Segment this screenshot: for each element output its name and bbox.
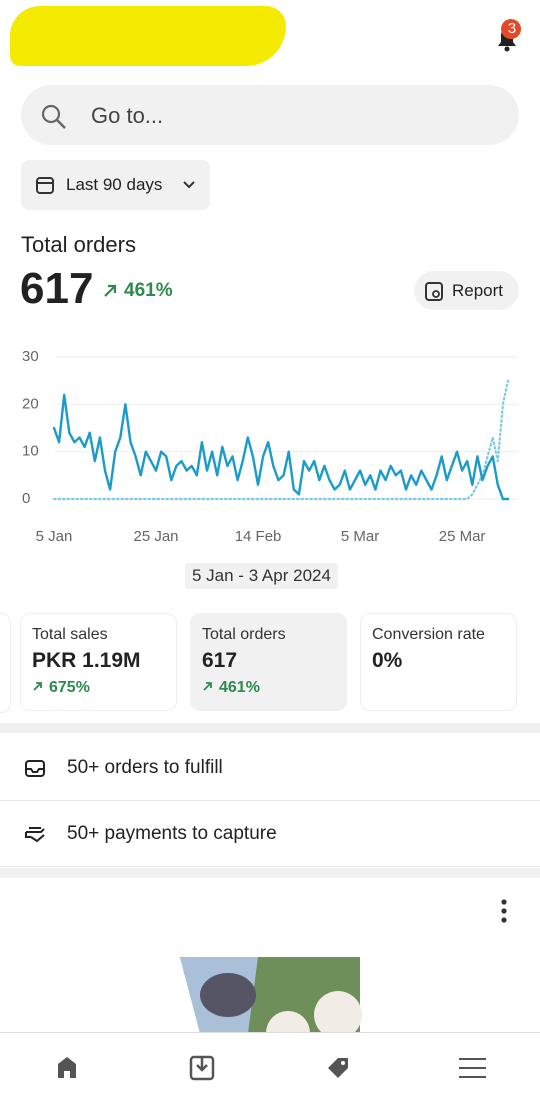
up-arrow [33, 682, 42, 691]
y-tick-label: 10 [22, 443, 39, 460]
chart: 0 10 20 30 5 Jan 25 Jan 14 Feb 5 Mar 25 Mar [22, 348, 518, 545]
divider [0, 723, 540, 733]
stat-label: Conversion rate [372, 626, 485, 643]
x-tick-label: 5 Jan [36, 528, 73, 545]
search-bar[interactable] [21, 85, 519, 145]
bottom-nav [0, 1032, 540, 1098]
redaction [10, 6, 286, 66]
series-line [52, 393, 510, 501]
summary-value: 617 [20, 264, 94, 313]
date-button-label: Last 90 days [66, 175, 163, 194]
up-arrow [203, 682, 212, 691]
menu-dots[interactable] [496, 898, 512, 926]
date-range: 5 Jan - 3 Apr 2024 [185, 563, 338, 589]
badge: 3 [507, 20, 517, 37]
task-row[interactable]: 50+ payments to capture [0, 801, 540, 867]
stat-change: 675% [32, 679, 165, 697]
summary-change: 461% [124, 280, 173, 301]
stat-value: 0% [372, 649, 403, 672]
task-icon [25, 826, 45, 842]
stat-value: 617 [202, 649, 238, 672]
calendar-icon [36, 177, 54, 194]
task-label: 50+ orders to fulfill [67, 756, 223, 778]
y-tick-label: 30 [22, 348, 39, 365]
x-tick-label: 5 Mar [341, 528, 379, 545]
card-edge [0, 613, 11, 713]
summary-title: Total orders [21, 232, 136, 257]
chevron [183, 181, 195, 189]
y-tick-label: 0 [22, 490, 30, 507]
search-placeholder: Go to... [91, 103, 164, 128]
stat-change-text: 675% [49, 679, 90, 696]
x-tick-label: 25 Mar [439, 528, 486, 545]
stat-card: Total orders 617 461% [190, 613, 347, 711]
nav-icons[interactable] [0, 1050, 540, 1090]
stat-change-text: 461% [219, 679, 260, 696]
y-tick-label: 20 [22, 395, 39, 412]
x-tick-label: 25 Jan [133, 528, 178, 545]
task-icon [25, 759, 45, 777]
promo-image [180, 957, 362, 1033]
search-icon [41, 104, 66, 129]
report-icon [425, 282, 443, 301]
report-button[interactable] [414, 271, 519, 310]
bell[interactable] [490, 18, 530, 54]
stat-value: PKR 1.19M [32, 649, 141, 672]
stat-label: Total sales [32, 626, 108, 643]
series-line [52, 379, 510, 501]
report-label: Report [452, 281, 504, 300]
stat-change: 461% [202, 679, 335, 697]
stat-label: Total orders [202, 626, 286, 643]
x-tick-label: 14 Feb [235, 528, 282, 545]
divider [0, 868, 540, 878]
stat-card: Total sales PKR 1.19M 675% [20, 613, 177, 711]
up-arrow [104, 284, 117, 297]
task-row[interactable]: 50+ orders to fulfill [0, 735, 540, 801]
stat-card: Conversion rate 0% [360, 613, 517, 711]
task-label: 50+ payments to capture [67, 822, 277, 844]
